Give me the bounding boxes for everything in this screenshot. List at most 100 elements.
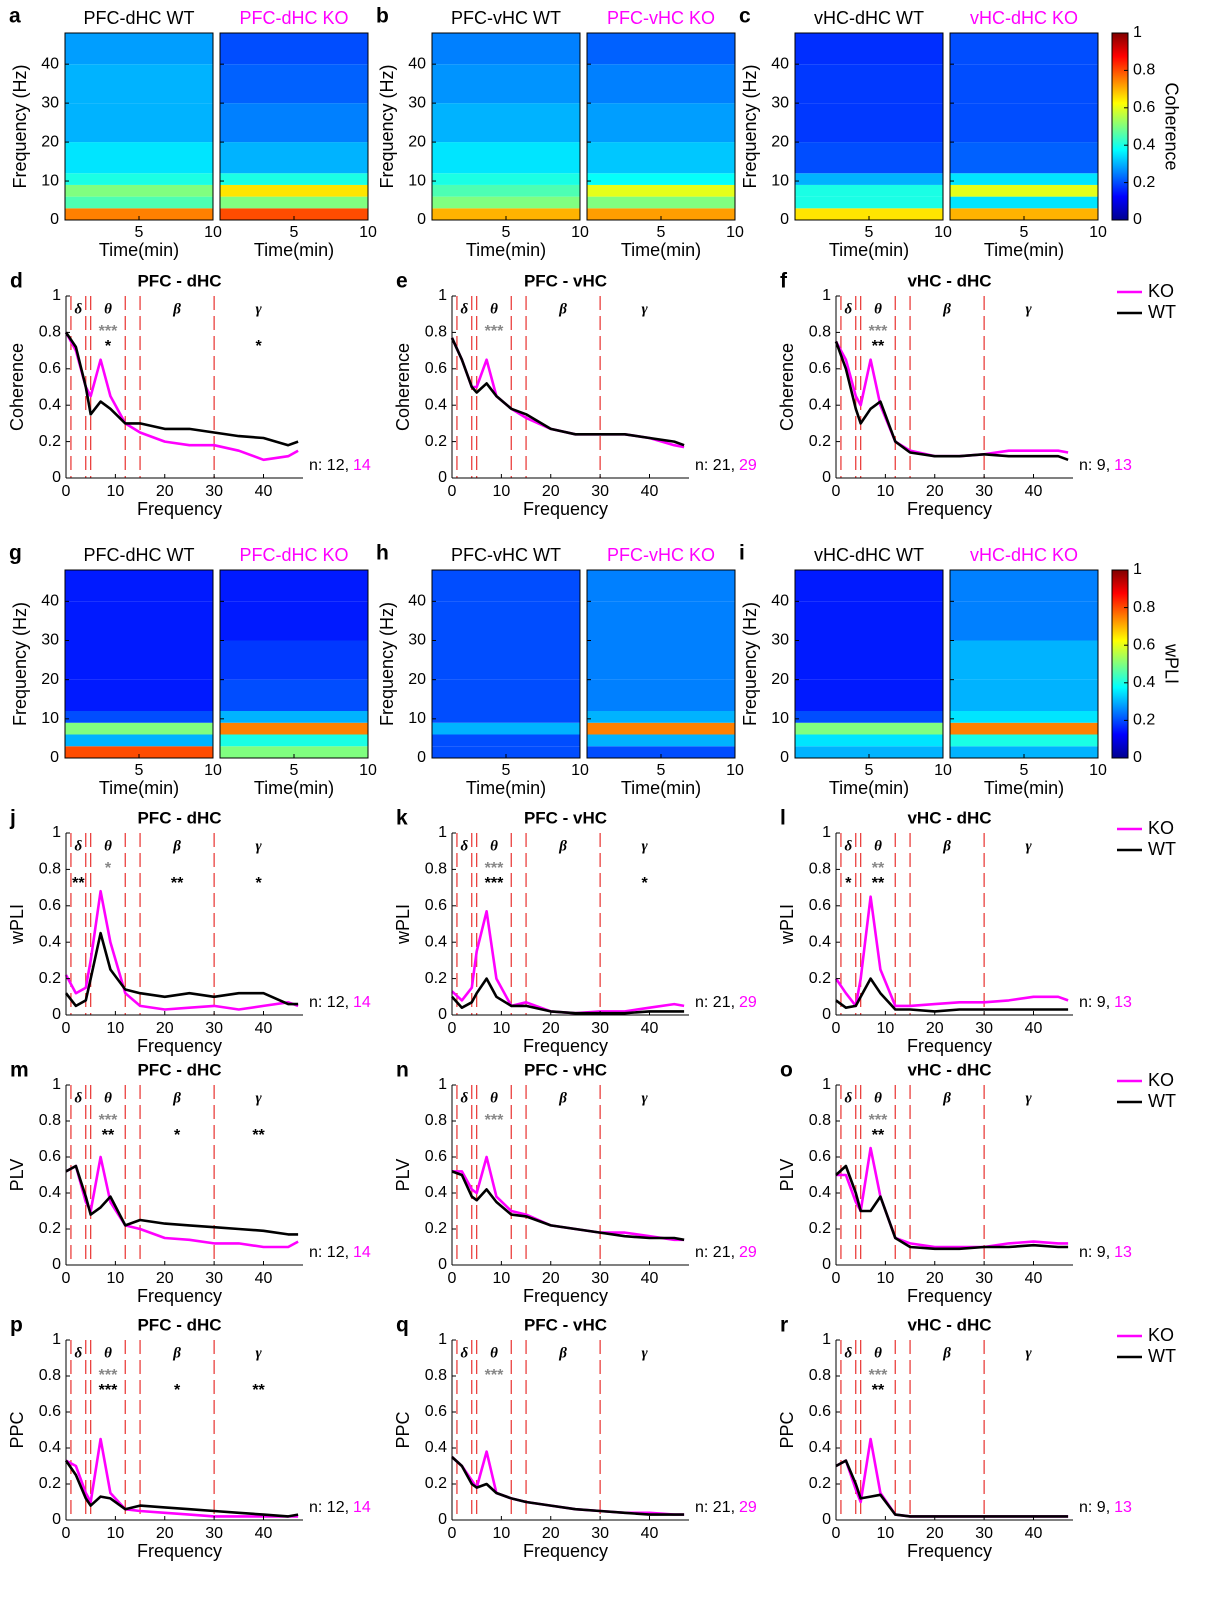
- band-label: δ: [75, 1090, 83, 1106]
- y-tick-label: 0.4: [39, 933, 61, 950]
- band-label: β: [558, 1090, 567, 1106]
- n-label: n: 12,: [309, 994, 349, 1011]
- x-tick-label: 0: [832, 1020, 841, 1037]
- heatmap-cell: [795, 173, 943, 185]
- band-label: γ: [255, 1345, 262, 1361]
- x-tick-label: 10: [359, 224, 377, 241]
- x-axis-label: Frequency: [907, 1541, 992, 1561]
- x-tick-label: 40: [1025, 1270, 1043, 1287]
- band-label: δ: [845, 1345, 853, 1361]
- y-axis-label: Frequency (Hz): [377, 64, 397, 188]
- x-tick-label: 0: [62, 1525, 71, 1542]
- heatmap-cell: [950, 184, 1098, 197]
- heatmap-cell: [65, 33, 213, 65]
- significance-label: ***: [485, 323, 504, 340]
- y-axis-label: wPLI: [393, 904, 413, 945]
- y-tick-label: 20: [408, 671, 426, 688]
- x-axis-label: Frequency: [523, 1286, 608, 1306]
- band-label: θ: [874, 301, 882, 317]
- series-line: [834, 340, 1069, 458]
- pane-title: PFC-vHC KO: [607, 545, 715, 565]
- heatmap-cell: [587, 734, 735, 747]
- y-tick-label: 10: [771, 172, 789, 189]
- band-label: θ: [104, 1345, 112, 1361]
- colorbar-tick-label: 0.2: [1133, 712, 1155, 729]
- heatmap-cell: [950, 570, 1098, 602]
- y-tick-label: 0.8: [425, 861, 447, 878]
- x-tick-label: 20: [156, 1525, 174, 1542]
- y-tick-label: 0.4: [809, 1439, 831, 1456]
- heatmap-cell: [432, 734, 580, 747]
- y-tick-label: 1: [438, 287, 447, 304]
- y-tick-label: 30: [408, 94, 426, 111]
- significance-label: *: [845, 875, 852, 892]
- heatmap-cell: [220, 196, 368, 209]
- series-line: [835, 1164, 1069, 1251]
- heatmap-cell: [220, 103, 368, 143]
- panel-letter: o: [780, 1059, 793, 1082]
- panel-letter: c: [739, 5, 751, 28]
- series-line: [835, 977, 1069, 1013]
- y-tick-label: 0.6: [39, 1148, 61, 1165]
- y-tick-label: 0.2: [809, 1475, 831, 1492]
- significance-label: *: [641, 875, 648, 892]
- band-label: θ: [490, 1090, 498, 1106]
- n-label: n: 21,: [695, 994, 735, 1011]
- heatmap-cell: [220, 570, 368, 602]
- band-label: γ: [641, 838, 648, 854]
- n-label: 29: [739, 994, 757, 1011]
- colorbar-label: wPLI: [1161, 643, 1181, 684]
- n-label: n: 12,: [309, 457, 349, 474]
- n-label: 29: [739, 1244, 757, 1261]
- heatmap-cell: [65, 184, 213, 197]
- y-tick-label: 1: [822, 1076, 831, 1093]
- x-tick-label: 10: [106, 1020, 124, 1037]
- x-tick-label: 10: [359, 762, 377, 779]
- heatmap-cell: [795, 570, 943, 602]
- y-tick-label: 0.2: [425, 970, 447, 987]
- heatmap-cell: [795, 746, 943, 758]
- x-tick-label: 0: [62, 1020, 71, 1037]
- y-tick-label: 0: [822, 469, 831, 486]
- band-label: γ: [1025, 1090, 1032, 1106]
- heatmap-cell: [220, 33, 368, 65]
- series-line: [65, 1164, 299, 1236]
- y-tick-label: 1: [52, 824, 61, 841]
- series-line: [64, 889, 299, 1011]
- y-tick-label: 0.2: [39, 1220, 61, 1237]
- heatmap-cell: [432, 33, 580, 65]
- y-tick-label: 0.4: [425, 1439, 447, 1456]
- x-tick-label: 20: [156, 1270, 174, 1287]
- y-tick-label: 0.6: [425, 1148, 447, 1165]
- y-tick-label: 0: [780, 749, 789, 766]
- x-tick-label: 0: [448, 1020, 457, 1037]
- heatmap-cell: [795, 103, 943, 143]
- y-tick-label: 40: [41, 593, 59, 610]
- x-tick-label: 20: [156, 1020, 174, 1037]
- y-tick-label: 0.2: [39, 1475, 61, 1492]
- y-tick-label: 0.4: [39, 1184, 61, 1201]
- significance-label: **: [72, 875, 85, 892]
- legend-label: KO: [1148, 818, 1174, 838]
- n-label: n: 12,: [309, 1244, 349, 1261]
- panel-letter: g: [9, 542, 22, 565]
- heatmap-cell: [432, 173, 580, 185]
- heatmap-cell: [950, 722, 1098, 735]
- panel-title: vHC - dHC: [907, 271, 991, 290]
- y-tick-label: 20: [408, 133, 426, 150]
- y-tick-label: 0.6: [809, 1148, 831, 1165]
- y-tick-label: 0.6: [425, 897, 447, 914]
- x-tick-label: 10: [204, 224, 222, 241]
- heatmap-cell: [587, 570, 735, 602]
- y-tick-label: 0.8: [809, 324, 831, 341]
- heatmap-cell: [795, 64, 943, 104]
- y-tick-label: 1: [438, 1076, 447, 1093]
- y-tick-label: 0.2: [425, 1220, 447, 1237]
- significance-label: **: [872, 1127, 885, 1144]
- legend-label: KO: [1148, 1070, 1174, 1090]
- x-tick-label: 40: [641, 1020, 659, 1037]
- heatmap-cell: [950, 679, 1098, 711]
- heatmap-cell: [950, 103, 1098, 143]
- y-tick-label: 0.8: [809, 1367, 831, 1384]
